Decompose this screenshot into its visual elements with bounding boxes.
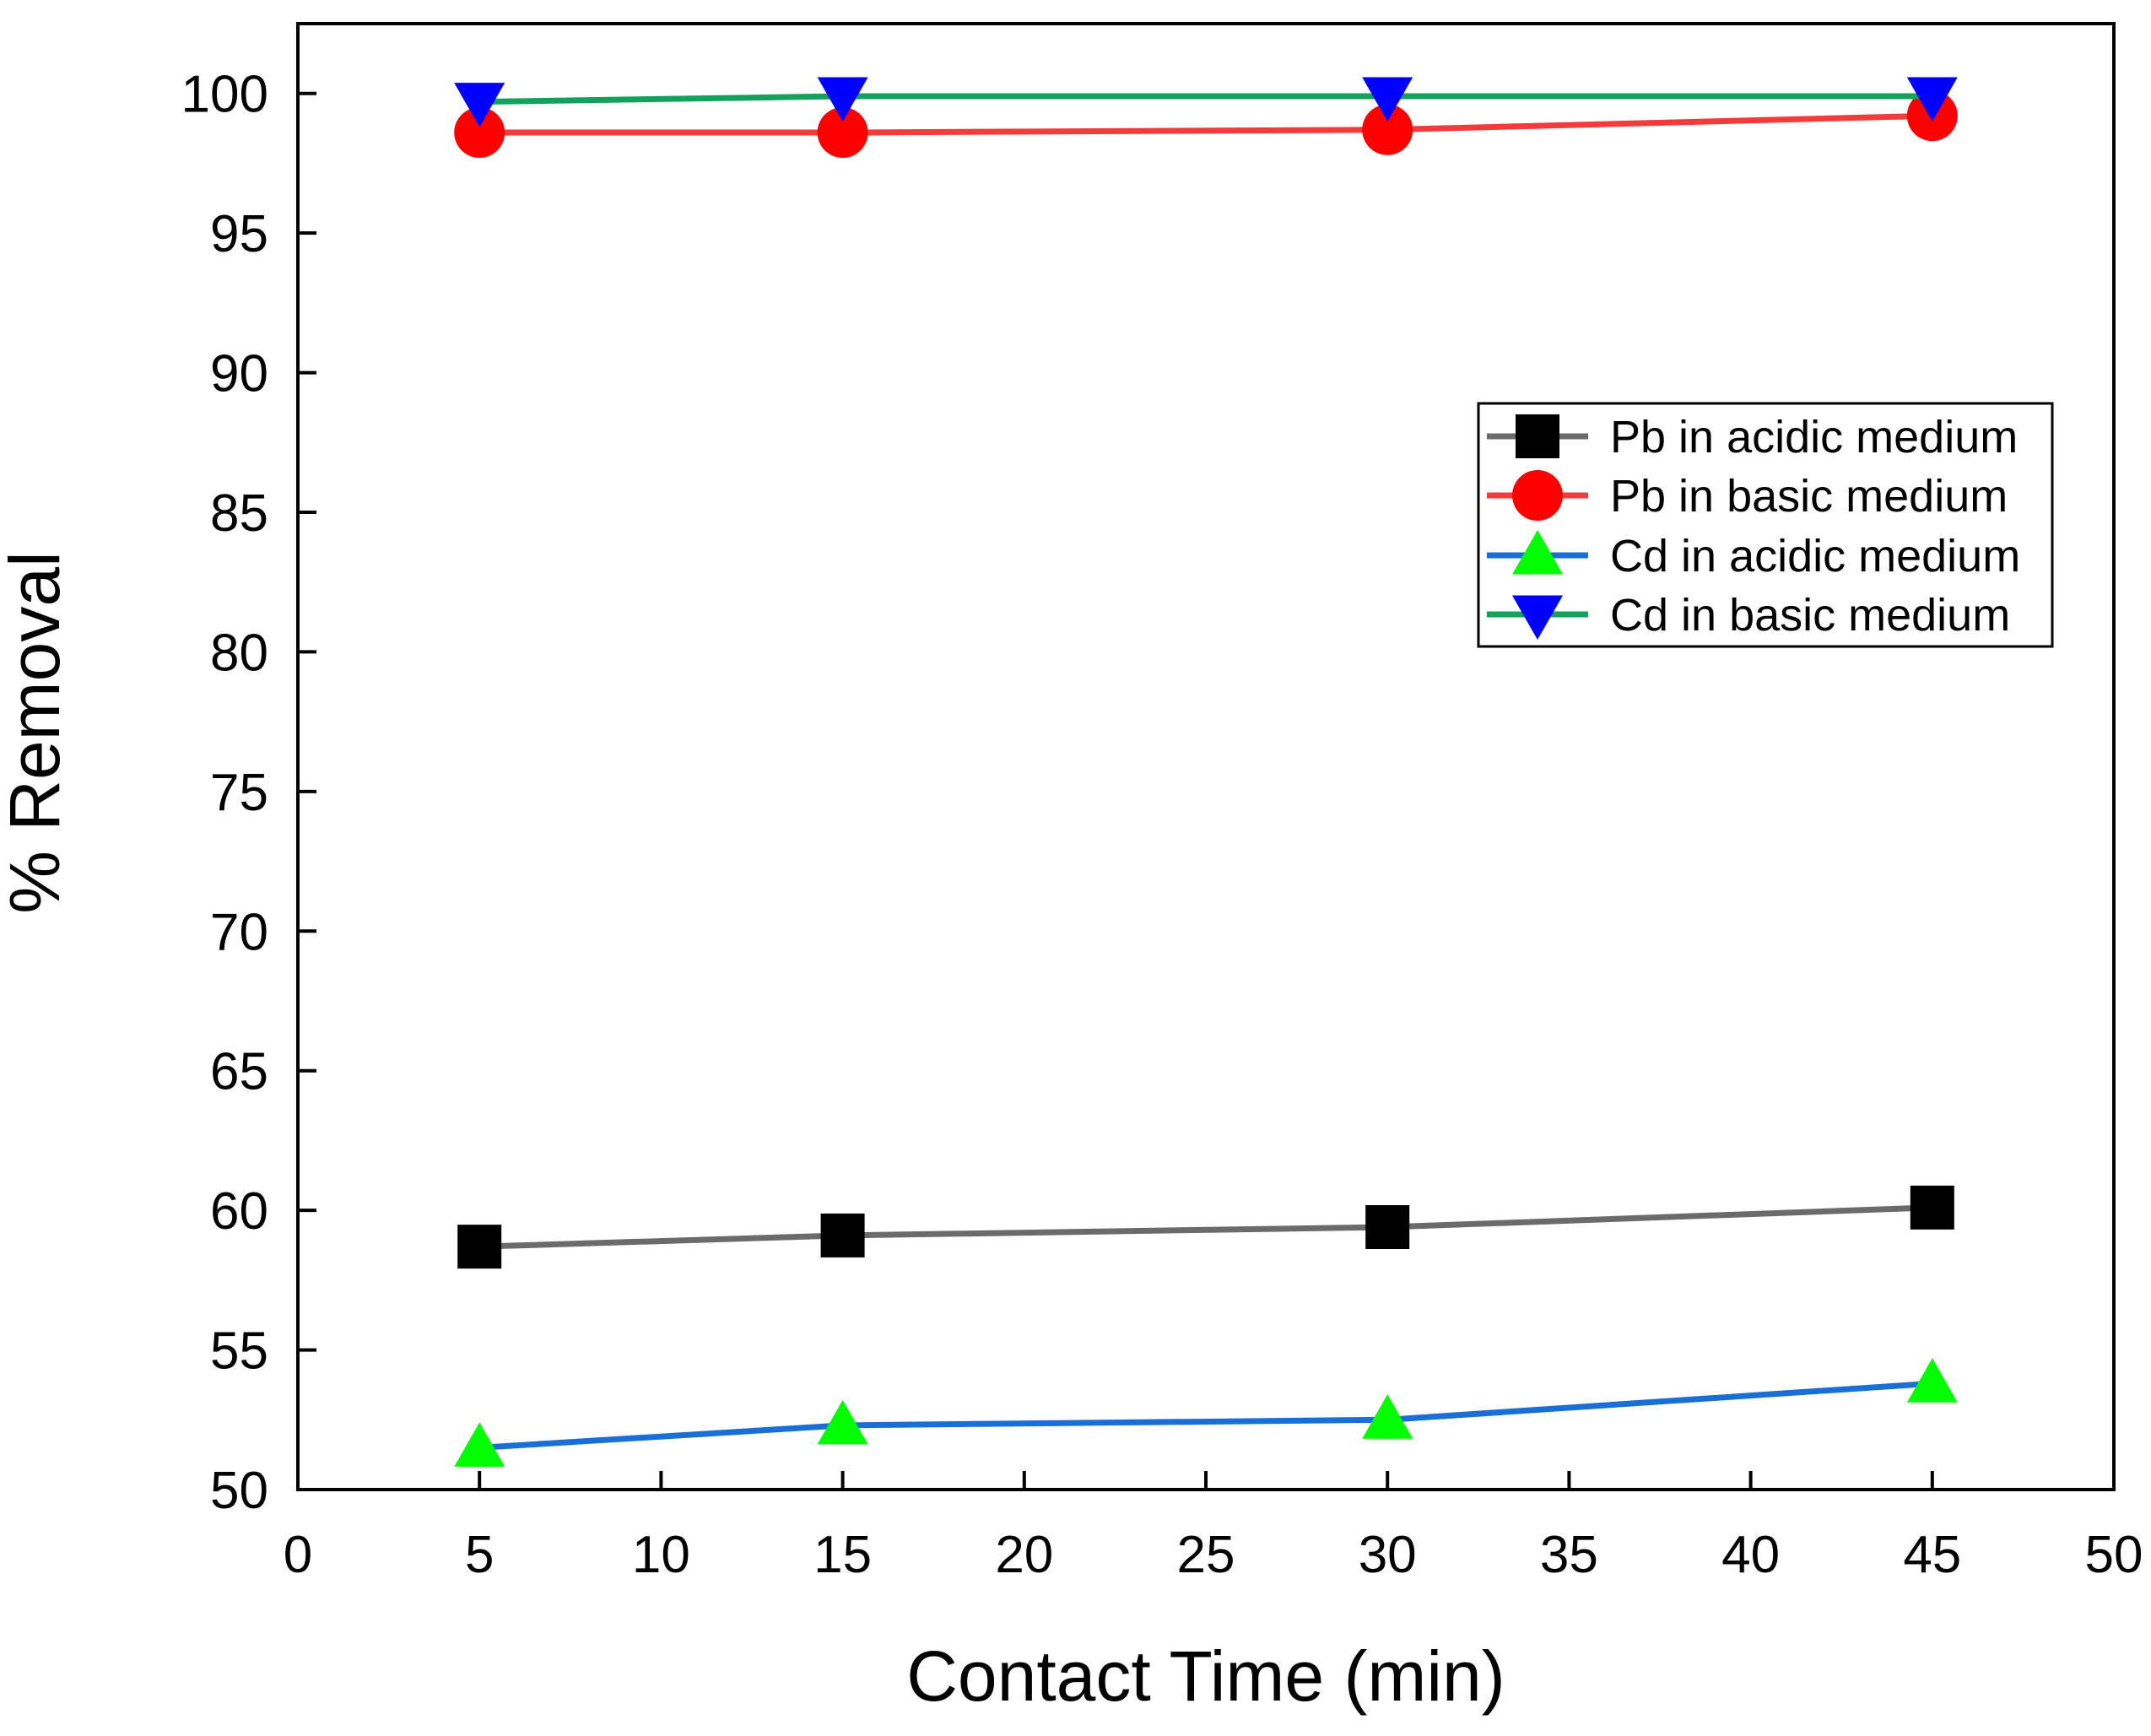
legend-label: Cd in acidic medium	[1610, 531, 2020, 581]
data-point	[454, 1422, 505, 1467]
x-tick-label: 45	[1903, 1526, 1961, 1584]
data-point	[454, 107, 505, 159]
x-tick-label: 35	[1540, 1526, 1598, 1584]
legend-item: Pb in basic medium	[1487, 470, 2008, 522]
y-axis-ticks: 50 55 60 65 70 75 80 85 90 95 100	[181, 66, 316, 1520]
legend-marker	[1512, 470, 1563, 521]
legend-marker	[1512, 530, 1563, 575]
series-pb-in-acidic-medium	[457, 1185, 1954, 1269]
series-line	[479, 1204, 1932, 1250]
x-axis-title: Contact Time (min)	[906, 1636, 1505, 1716]
plot-frame	[296, 22, 2116, 1491]
data-point	[817, 1399, 868, 1445]
series-layer	[454, 77, 1958, 1467]
data-point	[454, 83, 505, 127]
data-point	[820, 1213, 865, 1257]
y-tick-label: 100	[181, 66, 268, 124]
series-cd-in-basic-medium	[454, 77, 1958, 127]
y-tick-label: 95	[210, 205, 268, 263]
data-point	[1362, 104, 1413, 155]
y-tick-label: 85	[210, 484, 268, 543]
data-point	[817, 77, 868, 122]
data-point	[1906, 1358, 1958, 1403]
data-point	[1910, 1185, 1954, 1230]
y-tick-label: 80	[210, 624, 268, 682]
x-tick-label: 20	[995, 1526, 1053, 1584]
legend-item: Cd in basic medium	[1487, 590, 2010, 641]
data-point	[1362, 77, 1413, 122]
series-line	[479, 112, 1932, 136]
legend-box	[1477, 402, 2054, 648]
data-point	[1365, 1204, 1410, 1249]
x-tick-label: 25	[1177, 1526, 1235, 1584]
y-tick-label: 55	[210, 1322, 268, 1381]
x-tick-label: 15	[813, 1526, 872, 1584]
y-tick-label: 60	[210, 1182, 268, 1241]
legend-item: Cd in acidic medium	[1487, 530, 2020, 581]
legend-marker	[1512, 595, 1563, 640]
legend-item: Pb in acidic medium	[1487, 412, 2018, 462]
data-point	[1362, 1394, 1413, 1439]
legend-label: Pb in acidic medium	[1610, 412, 2018, 462]
legend-items: Pb in acidic medium Pb in basic medium Cd …	[1487, 412, 2020, 641]
legend-marker	[1516, 414, 1559, 458]
legend: Pb in acidic medium Pb in basic medium Cd …	[1477, 402, 2054, 648]
x-tick-label: 30	[1359, 1526, 1417, 1584]
data-point	[1906, 77, 1958, 122]
y-axis-title: % Removal	[0, 551, 74, 913]
y-tick-label: 65	[210, 1043, 268, 1101]
x-tick-label: 40	[1721, 1526, 1780, 1584]
y-tick-label: 75	[210, 764, 268, 822]
x-axis-ticks: 0 5 10 15 20 25 30 35 40 45 50	[284, 1471, 2143, 1584]
y-tick-label: 70	[210, 903, 268, 961]
series-cd-in-acidic-medium	[454, 1358, 1958, 1467]
x-tick-label: 10	[632, 1526, 690, 1584]
series-line	[478, 1380, 1933, 1451]
data-point	[817, 107, 868, 159]
series-line	[479, 93, 1932, 105]
y-tick-label: 50	[210, 1462, 268, 1520]
y-tick-label: 90	[210, 345, 268, 403]
legend-label: Pb in basic medium	[1610, 471, 2008, 522]
data-point	[457, 1225, 502, 1269]
x-tick-label: 50	[2085, 1526, 2143, 1584]
x-tick-label: 0	[284, 1526, 312, 1584]
legend-label: Cd in basic medium	[1610, 590, 2010, 641]
x-tick-label: 5	[465, 1526, 494, 1584]
